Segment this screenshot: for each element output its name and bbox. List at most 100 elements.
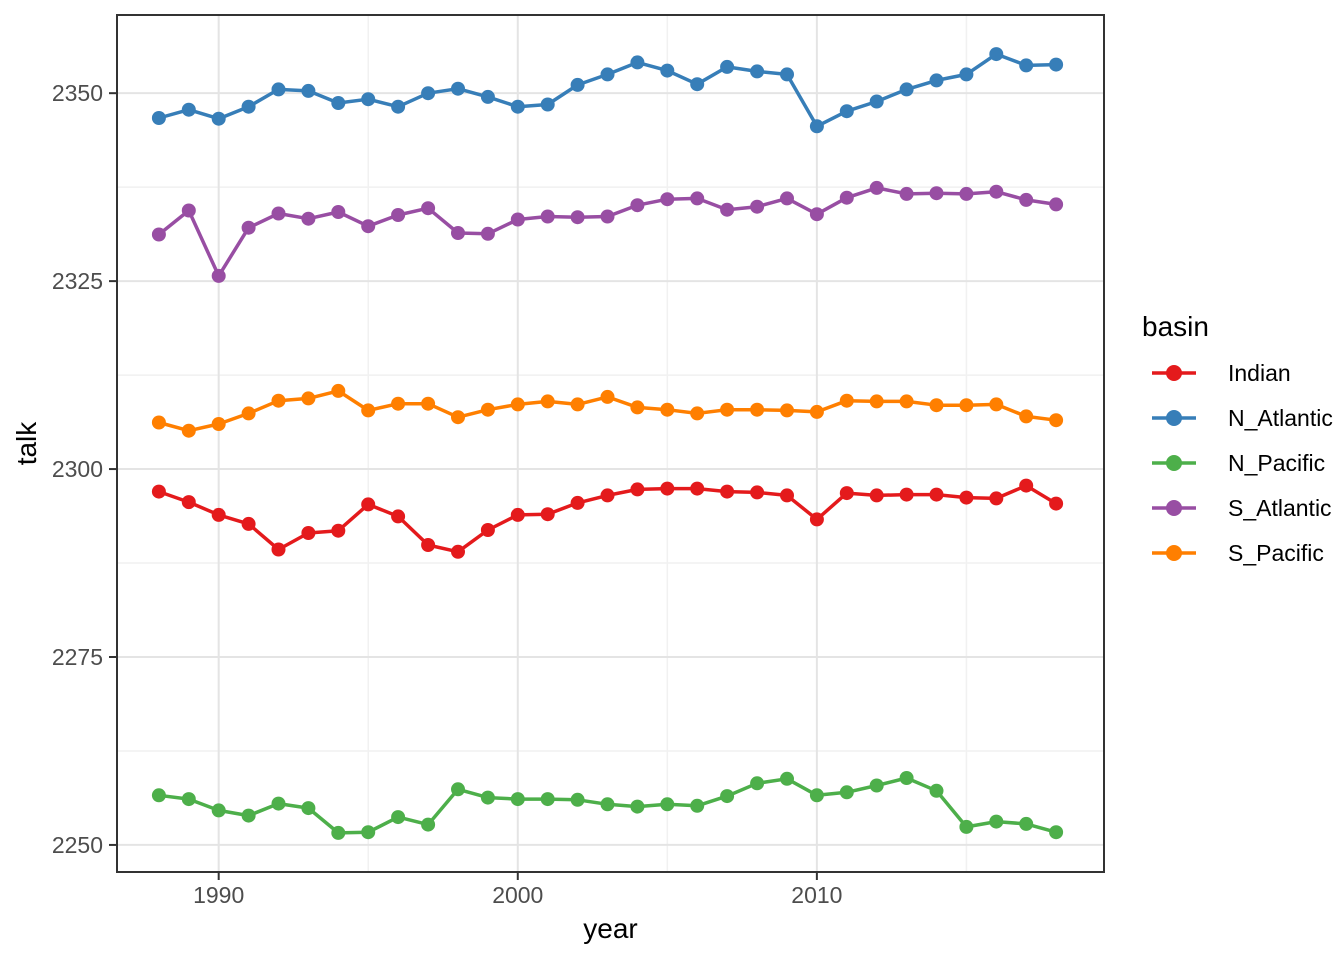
data-point bbox=[451, 544, 465, 559]
data-point bbox=[660, 63, 675, 78]
data-point bbox=[301, 391, 316, 406]
data-point bbox=[151, 111, 166, 125]
legend-item-label: S_Atlantic bbox=[1228, 495, 1332, 521]
data-point bbox=[361, 219, 376, 234]
x-tick-label: 2010 bbox=[791, 882, 842, 908]
data-point bbox=[989, 47, 1004, 62]
data-point bbox=[989, 184, 1004, 199]
data-point bbox=[959, 186, 974, 201]
data-point bbox=[451, 81, 465, 96]
x-tick-label: 1990 bbox=[193, 882, 244, 908]
data-point bbox=[480, 523, 495, 537]
data-point bbox=[809, 404, 824, 419]
data-point bbox=[1019, 478, 1034, 493]
legend-item-S_Pacific: S_Pacific bbox=[1152, 540, 1324, 566]
data-point bbox=[331, 523, 346, 538]
series-Indian bbox=[151, 478, 1064, 559]
data-point bbox=[720, 59, 735, 74]
data-point bbox=[839, 190, 854, 205]
data-point bbox=[480, 790, 495, 805]
data-point bbox=[510, 397, 525, 412]
y-tick-label: 2325 bbox=[52, 268, 103, 294]
data-point bbox=[660, 797, 675, 812]
legend-items: Indian N_Atlantic N_Pacific S_Atlantic S_Pac… bbox=[1152, 360, 1333, 566]
data-point bbox=[331, 205, 346, 219]
data-point bbox=[660, 402, 675, 417]
data-point bbox=[181, 495, 196, 510]
data-point bbox=[151, 788, 166, 803]
data-point bbox=[540, 507, 555, 522]
data-point bbox=[899, 394, 914, 409]
x-tick-label: 2000 bbox=[492, 882, 543, 908]
data-point bbox=[391, 99, 406, 114]
legend-item-S_Atlantic: S_Atlantic bbox=[1152, 495, 1332, 521]
data-point bbox=[720, 484, 735, 499]
data-point bbox=[690, 406, 705, 421]
data-point bbox=[600, 67, 615, 82]
y-tick-label: 2350 bbox=[52, 80, 103, 106]
data-point bbox=[1019, 58, 1034, 73]
data-point bbox=[630, 799, 645, 814]
data-point bbox=[271, 796, 286, 811]
data-point bbox=[1049, 197, 1064, 212]
legend-item-label: Indian bbox=[1228, 360, 1291, 386]
data-point bbox=[151, 484, 166, 499]
data-point bbox=[690, 798, 705, 813]
legend: basin Indian N_Atlantic N_Pacific S_Atlanti… bbox=[1142, 311, 1333, 566]
data-point bbox=[391, 396, 406, 411]
data-point bbox=[181, 423, 196, 438]
x-axis: 1990 2000 2010 bbox=[193, 872, 842, 908]
data-point bbox=[271, 206, 286, 221]
data-point bbox=[421, 201, 436, 216]
data-point bbox=[241, 406, 256, 421]
data-point bbox=[211, 803, 226, 818]
data-point bbox=[241, 808, 256, 823]
y-tick-label: 2300 bbox=[52, 456, 103, 482]
gridlines-major bbox=[117, 15, 1104, 872]
series-line-S_Atlantic bbox=[157, 186, 1058, 278]
series-N_Pacific bbox=[151, 771, 1064, 840]
series-N_Atlantic bbox=[151, 47, 1064, 134]
series-line-N_Atlantic bbox=[157, 52, 1058, 129]
data-point bbox=[959, 490, 974, 505]
data-point bbox=[301, 526, 316, 540]
data-point bbox=[271, 393, 286, 408]
legend-key-dot bbox=[1166, 545, 1182, 561]
data-point bbox=[211, 417, 226, 431]
data-point bbox=[899, 487, 914, 502]
data-point bbox=[510, 792, 525, 807]
data-point bbox=[151, 415, 166, 430]
series-S_Pacific bbox=[151, 383, 1064, 438]
data-point bbox=[421, 817, 436, 832]
data-point bbox=[1049, 413, 1064, 428]
data-point bbox=[510, 507, 525, 522]
data-point bbox=[989, 814, 1004, 829]
gridlines-minor bbox=[117, 15, 1104, 872]
data-point bbox=[929, 186, 944, 201]
data-point bbox=[929, 73, 944, 88]
data-point bbox=[959, 67, 974, 82]
data-point bbox=[331, 825, 346, 840]
data-point bbox=[630, 55, 645, 70]
data-point bbox=[869, 394, 884, 409]
data-point bbox=[630, 400, 645, 415]
legend-item-label: N_Atlantic bbox=[1228, 405, 1333, 431]
data-point bbox=[480, 89, 495, 104]
data-point bbox=[899, 82, 914, 97]
data-point bbox=[301, 211, 316, 226]
data-point bbox=[361, 497, 376, 512]
data-point bbox=[690, 481, 705, 496]
data-point bbox=[151, 227, 166, 242]
data-point bbox=[780, 488, 794, 503]
data-point bbox=[181, 792, 196, 807]
panel-border bbox=[116, 14, 1105, 873]
data-point bbox=[600, 488, 615, 503]
data-point bbox=[421, 538, 436, 552]
data-point bbox=[750, 64, 765, 79]
data-point bbox=[1049, 496, 1064, 511]
data-point bbox=[451, 782, 465, 797]
data-point bbox=[630, 198, 645, 213]
data-point bbox=[600, 209, 615, 224]
data-point bbox=[750, 402, 765, 417]
data-point bbox=[241, 99, 256, 114]
